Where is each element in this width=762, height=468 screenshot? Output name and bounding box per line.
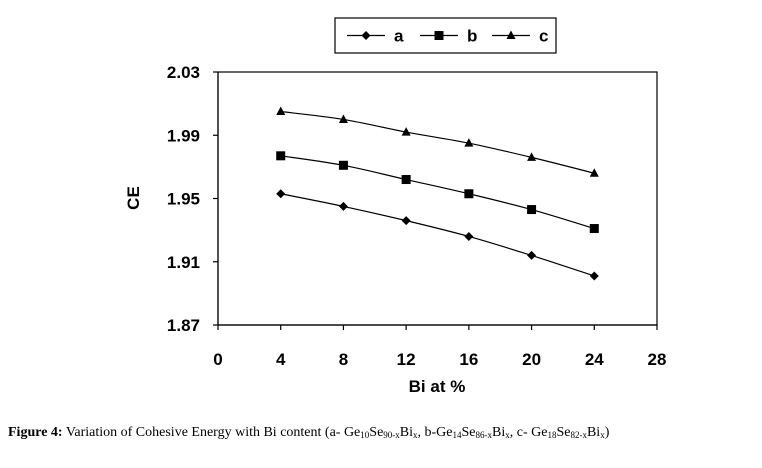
data-point-a xyxy=(464,231,474,241)
legend-marker xyxy=(434,31,444,40)
data-point-b xyxy=(464,189,474,199)
y-tick-label: 1.87 xyxy=(167,316,200,335)
plot-area xyxy=(217,71,658,326)
data-point-b xyxy=(338,160,348,170)
legend: a b c xyxy=(334,17,557,54)
data-point-a xyxy=(276,189,286,199)
caption-sub: 86-x xyxy=(475,430,493,440)
x-tick-label: 24 xyxy=(585,350,604,369)
data-point-b xyxy=(527,205,537,215)
series-line-c xyxy=(280,110,595,174)
series-b xyxy=(276,151,599,234)
caption-text: , b-Ge xyxy=(417,425,453,440)
y-tick-label: 1.99 xyxy=(167,126,200,145)
caption-text: Bi xyxy=(492,425,506,440)
data-point-a xyxy=(527,250,537,260)
data-point-c xyxy=(276,106,286,116)
series-line-a xyxy=(280,193,595,277)
legend-marker xyxy=(361,31,371,40)
caption-sub: 82-x xyxy=(570,430,587,440)
caption-text: ) xyxy=(604,425,610,440)
data-point-c xyxy=(589,168,599,177)
legend-item-b: b xyxy=(420,27,477,46)
legend-label: c xyxy=(539,27,548,46)
data-point-b xyxy=(401,175,411,185)
cohesive-energy-chart: a b c 0 4 8 12 16 20 24 28 1.87 1.91 1.95 1.99 2.03 Bi… xyxy=(124,17,667,396)
data-point-c xyxy=(464,138,474,147)
legend-item-a: a xyxy=(347,27,404,46)
series-a xyxy=(276,189,599,281)
caption-text: Se xyxy=(461,425,476,440)
caption-label: Figure 4: xyxy=(8,425,63,440)
legend-marker xyxy=(506,30,516,39)
caption-text: Bi xyxy=(586,425,601,440)
data-point-b xyxy=(589,224,599,234)
data-point-b xyxy=(276,151,286,161)
caption-sub: x xyxy=(600,430,605,440)
y-axis-title: CE xyxy=(124,186,143,210)
x-axis-title: Bi at % xyxy=(409,377,466,396)
x-tick-label: 8 xyxy=(339,350,348,369)
caption-text: Se xyxy=(369,425,384,440)
x-tick-label: 28 xyxy=(648,350,667,369)
caption-text: Se xyxy=(556,425,571,440)
x-tick-label: 12 xyxy=(397,350,416,369)
caption-sub: 18 xyxy=(547,430,557,440)
y-tick-label: 1.91 xyxy=(167,253,200,272)
figure-caption: Figure 4: Variation of Cohesive Energy w… xyxy=(8,425,760,441)
data-point-a xyxy=(589,271,599,281)
data-point-a xyxy=(338,201,348,211)
series-line-b xyxy=(280,155,595,230)
caption-text: , c- Ge xyxy=(509,425,548,440)
caption-sub: x xyxy=(505,430,510,440)
data-point-c xyxy=(401,127,411,136)
series-c xyxy=(276,106,599,177)
data-point-c xyxy=(338,114,348,123)
caption-text: Bi xyxy=(399,425,414,440)
data-point-c xyxy=(527,152,537,161)
legend-label: a xyxy=(394,27,404,46)
x-tick-label: 16 xyxy=(459,350,478,369)
caption-sub: 90-x xyxy=(383,430,400,440)
y-tick-label: 1.95 xyxy=(167,190,200,209)
x-tick-label: 0 xyxy=(213,350,222,369)
caption-sub: x xyxy=(413,430,418,440)
x-tick-label: 4 xyxy=(276,350,286,369)
data-point-a xyxy=(401,216,411,226)
legend-item-c: c xyxy=(492,27,548,46)
caption-intro: Variation of Cohesive Energy with Bi con… xyxy=(62,425,361,440)
caption-sub: 10 xyxy=(360,430,370,440)
y-tick-label: 2.03 xyxy=(167,63,200,82)
x-tick-label: 20 xyxy=(522,350,541,369)
legend-label: b xyxy=(467,27,477,46)
caption-sub: 14 xyxy=(452,430,462,440)
